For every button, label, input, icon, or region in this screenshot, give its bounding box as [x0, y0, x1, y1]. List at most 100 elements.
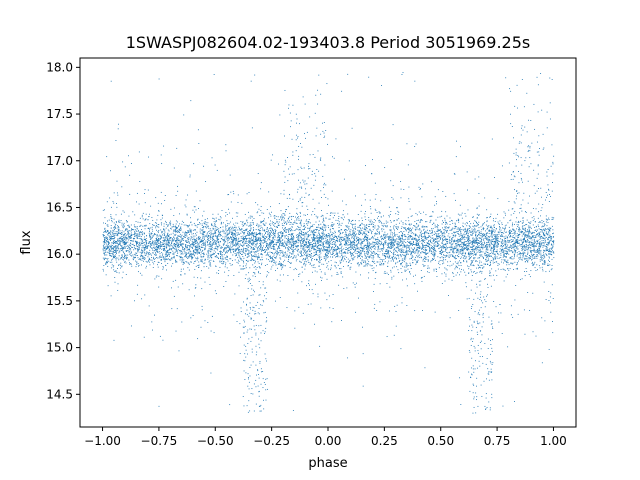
data-point [123, 231, 125, 233]
data-point [382, 264, 384, 266]
data-point [166, 253, 168, 255]
data-point [107, 224, 109, 226]
data-point [373, 248, 375, 250]
data-point [419, 247, 421, 249]
data-point [380, 236, 382, 238]
data-point [499, 231, 501, 233]
data-point [222, 229, 224, 231]
data-point [258, 249, 260, 251]
data-point [532, 255, 534, 257]
data-point [182, 263, 184, 265]
data-point [110, 239, 111, 241]
data-point [552, 251, 554, 253]
data-point [495, 258, 497, 260]
data-point [232, 243, 234, 245]
data-point [260, 253, 262, 255]
data-point [542, 268, 544, 270]
data-point [281, 223, 283, 225]
data-point [105, 261, 107, 263]
data-point [220, 234, 222, 236]
data-point [144, 247, 145, 249]
data-point [541, 222, 543, 224]
data-point [419, 221, 421, 223]
data-point [431, 223, 433, 225]
data-point [158, 238, 160, 240]
data-point [309, 242, 311, 244]
data-point [111, 255, 113, 257]
data-point [303, 225, 305, 226]
data-point [391, 252, 392, 253]
data-point [454, 256, 456, 258]
data-point [473, 239, 475, 241]
data-point [363, 224, 365, 226]
data-point [115, 249, 117, 251]
data-point [378, 226, 380, 228]
data-point [300, 244, 302, 246]
data-point [192, 245, 194, 247]
data-point [388, 260, 390, 262]
data-point [505, 256, 507, 257]
data-point [103, 230, 105, 232]
data-point [283, 246, 285, 247]
data-point [235, 248, 237, 250]
data-point [276, 242, 278, 244]
data-point [157, 240, 159, 242]
data-point [200, 260, 202, 262]
data-point [249, 232, 250, 234]
data-point [433, 258, 435, 260]
data-point [196, 246, 198, 248]
data-point [349, 242, 351, 244]
data-point [395, 239, 397, 241]
data-point [400, 227, 402, 229]
data-point [214, 246, 216, 248]
data-point [462, 238, 464, 240]
data-point [303, 240, 305, 242]
data-point [438, 240, 440, 242]
data-point [531, 259, 532, 261]
data-point [288, 229, 289, 231]
data-point [222, 256, 224, 258]
data-point [488, 233, 490, 234]
data-point [521, 222, 523, 224]
data-point [403, 244, 405, 246]
data-point [232, 227, 234, 229]
data-point [123, 243, 125, 245]
data-point [366, 245, 368, 246]
data-point [165, 253, 167, 255]
data-point [528, 229, 530, 231]
data-point [463, 261, 465, 263]
data-point [274, 262, 276, 264]
data-point [384, 236, 386, 238]
data-point [494, 240, 496, 242]
data-point [481, 242, 483, 244]
data-point [320, 241, 321, 243]
data-point [467, 234, 469, 236]
data-point [534, 237, 536, 239]
data-point [220, 230, 222, 232]
data-point [482, 236, 484, 238]
data-point [190, 230, 192, 232]
data-point [374, 252, 376, 254]
data-point [265, 246, 267, 248]
data-point [376, 239, 378, 241]
data-point [203, 262, 205, 264]
data-point [157, 247, 158, 249]
data-point [153, 245, 155, 247]
data-point [412, 256, 414, 258]
data-point [540, 243, 542, 245]
data-point [163, 237, 165, 239]
data-point [230, 241, 232, 243]
data-point [134, 256, 136, 258]
data-point [207, 236, 209, 238]
data-point [259, 240, 261, 242]
data-point [327, 256, 329, 258]
data-point [114, 237, 116, 238]
data-point [151, 228, 153, 230]
data-point [210, 231, 212, 233]
data-point [464, 229, 466, 231]
data-point [181, 243, 183, 244]
data-point [325, 239, 327, 241]
data-point [415, 229, 417, 231]
data-point [296, 240, 298, 242]
data-point [392, 238, 394, 240]
